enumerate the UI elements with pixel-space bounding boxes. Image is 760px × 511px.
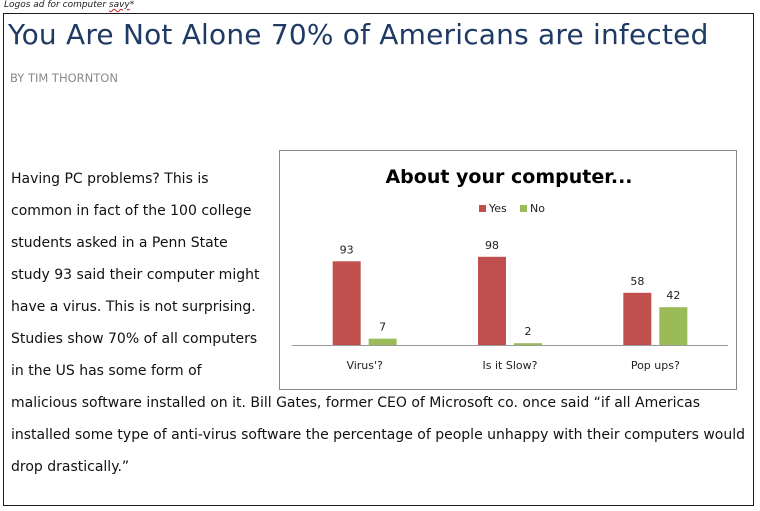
body-line: common in fact of the 100 college: [11, 203, 252, 219]
bar-no: [368, 338, 397, 345]
data-label: 42: [666, 289, 680, 302]
data-label: 58: [630, 275, 644, 288]
x-tick-label: Virus'?: [346, 359, 383, 372]
bar-yes: [478, 256, 506, 345]
image-caption: Logos ad for computer savy*: [4, 0, 135, 10]
ad-frame: [3, 13, 754, 506]
data-label: 98: [485, 239, 499, 252]
body-line: malicious software installed on it. Bill…: [11, 395, 701, 411]
body-line: students asked in a Penn State: [11, 235, 228, 251]
legend-label-no: No: [530, 202, 545, 215]
body-line: have a virus. This is not surprising.: [11, 299, 256, 315]
chart-canvas: About your computer... Yes No 93 7 Virus'? 98 2…: [292, 166, 728, 372]
data-label: 2: [525, 325, 532, 338]
article-byline: By Tim Thornton: [10, 71, 118, 85]
bar-yes: [623, 292, 652, 345]
bar-no: [514, 343, 542, 345]
misspelled-word: savy: [108, 0, 130, 10]
x-tick-label: Is it Slow?: [483, 359, 538, 372]
bar-yes: [332, 261, 361, 345]
legend-label-yes: Yes: [488, 202, 507, 215]
bar-chart: About your computer... Yes No 93 7 Virus'? 98 2…: [279, 150, 737, 390]
body-line: installed some type of anti-virus softwa…: [11, 427, 745, 443]
legend-swatch-yes: [479, 205, 486, 212]
data-label: 7: [379, 321, 386, 334]
data-label: 93: [340, 243, 354, 256]
chart-title: About your computer...: [385, 166, 632, 188]
body-line: study 93 said their computer might: [11, 267, 260, 283]
body-line: Having PC problems? This is: [11, 171, 209, 187]
body-line: Studies show 70% of all computers: [11, 331, 258, 347]
bar-no: [659, 307, 688, 345]
x-tick-label: Pop ups?: [631, 359, 680, 372]
article-title: You Are Not Alone 70% of Americans are i…: [8, 18, 709, 51]
legend-swatch-no: [520, 205, 527, 212]
body-line: drop drastically.”: [11, 459, 130, 475]
body-line: in the US has some form of: [11, 363, 202, 379]
